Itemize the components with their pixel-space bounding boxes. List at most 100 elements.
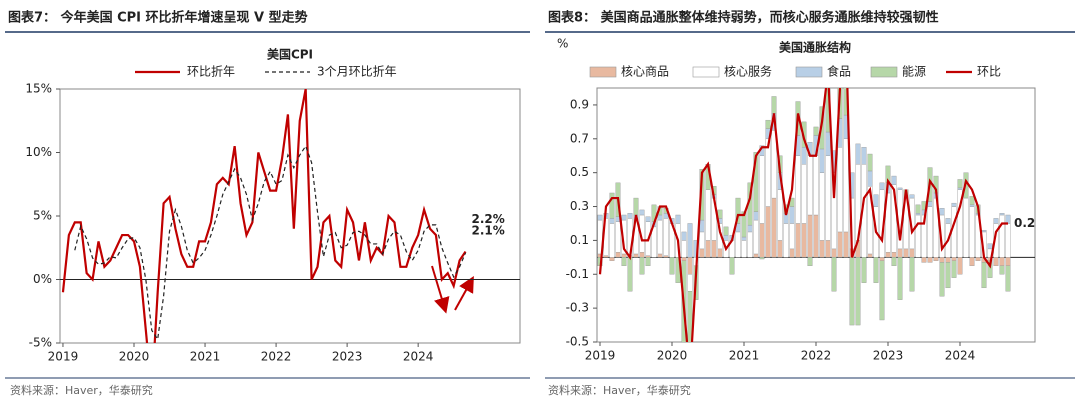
- bar: [951, 257, 957, 261]
- bar: [855, 143, 861, 165]
- bar: [633, 253, 639, 258]
- legend-label: 3个月环比折年: [317, 64, 397, 79]
- bar: [1005, 214, 1011, 224]
- bar: [615, 221, 621, 253]
- bar: [945, 262, 951, 289]
- x-tick-label: 2020: [119, 350, 150, 364]
- bar: [753, 253, 759, 258]
- bar: [873, 257, 879, 283]
- bar: [867, 170, 873, 187]
- bar: [603, 255, 609, 258]
- bar: [861, 147, 867, 165]
- bar: [651, 226, 657, 258]
- x-tick-label: 2022: [801, 349, 832, 363]
- bar: [609, 223, 615, 258]
- bar: [681, 240, 687, 258]
- bar: [789, 248, 795, 258]
- bar: [705, 189, 711, 241]
- bar: [969, 206, 975, 258]
- bar: [969, 204, 975, 207]
- plot-area: [597, 88, 1011, 342]
- bar: [915, 213, 921, 216]
- bar: [759, 257, 765, 260]
- bar: [699, 248, 705, 258]
- bar: [819, 240, 825, 258]
- bar: [927, 257, 933, 263]
- annotation: 2.2%: [472, 212, 505, 226]
- y-tick-label: 0.7: [570, 131, 589, 145]
- y-tick-label: -0.1: [566, 267, 589, 281]
- bar: [717, 248, 723, 258]
- bar: [807, 257, 813, 267]
- bar: [801, 223, 807, 258]
- legend-label: 能源: [902, 65, 926, 79]
- bar: [939, 262, 945, 297]
- heading: 图表7： 今年美国 CPI 环比折年增速呈现 V 型走势: [8, 10, 308, 26]
- bar: [837, 231, 843, 258]
- x-tick-label: 2020: [657, 349, 688, 363]
- bar: [699, 219, 705, 233]
- bar: [723, 226, 729, 236]
- bar: [951, 202, 957, 207]
- bar: [801, 163, 807, 224]
- bar: [627, 213, 633, 219]
- bar: [753, 152, 759, 212]
- bar: [735, 197, 741, 224]
- bar: [945, 218, 951, 224]
- bar: [915, 204, 921, 214]
- bar: [837, 147, 843, 233]
- bar: [999, 213, 1005, 216]
- bar: [657, 214, 663, 221]
- bar: [687, 223, 693, 258]
- bar: [867, 253, 873, 258]
- line: [598, 88, 1008, 342]
- bar: [753, 219, 759, 255]
- bar: [819, 148, 825, 173]
- bar: [645, 255, 651, 258]
- x-tick-label: 2019: [585, 349, 616, 363]
- bar: [981, 262, 987, 289]
- bar: [819, 172, 825, 241]
- bar: [915, 214, 921, 258]
- bar: [609, 257, 615, 261]
- bar: [771, 130, 777, 199]
- bar: [891, 257, 897, 267]
- bar: [879, 260, 885, 321]
- chart-title: 美国通胀结构: [779, 40, 851, 55]
- bar: [765, 119, 771, 129]
- bar: [825, 131, 831, 156]
- v-arrow: [431, 265, 450, 314]
- bar: [759, 155, 765, 224]
- bar: [741, 240, 747, 258]
- bar: [957, 179, 963, 189]
- bar: [687, 257, 693, 275]
- x-tick-label: 2023: [873, 349, 904, 363]
- bar: [861, 257, 867, 283]
- bar: [891, 175, 897, 185]
- bar: [813, 155, 819, 216]
- bar: [825, 240, 831, 258]
- y-tick-label: 0.9: [570, 97, 589, 111]
- bar: [771, 197, 777, 258]
- v-arrow: [454, 276, 474, 311]
- bar: [897, 187, 903, 190]
- bar: [855, 257, 861, 326]
- heading: 图表8： 美国商品通胀整体维持弱势，而核心服务通胀维持较强韧性: [548, 10, 939, 26]
- bar: [933, 257, 939, 261]
- legend-label: 环比: [977, 65, 1001, 79]
- bar: [621, 214, 627, 221]
- bar: [609, 192, 615, 219]
- line: [74, 144, 467, 341]
- bar: [777, 189, 783, 241]
- bar: [903, 248, 909, 258]
- bar: [999, 265, 1005, 275]
- bar: [765, 206, 771, 258]
- bar: [813, 214, 819, 258]
- bar: [939, 257, 945, 263]
- x-tick-label: 2021: [729, 349, 760, 363]
- bar: [765, 138, 771, 207]
- bar: [777, 240, 783, 258]
- bar: [831, 248, 837, 258]
- bar: [711, 240, 717, 258]
- bar: [813, 126, 819, 136]
